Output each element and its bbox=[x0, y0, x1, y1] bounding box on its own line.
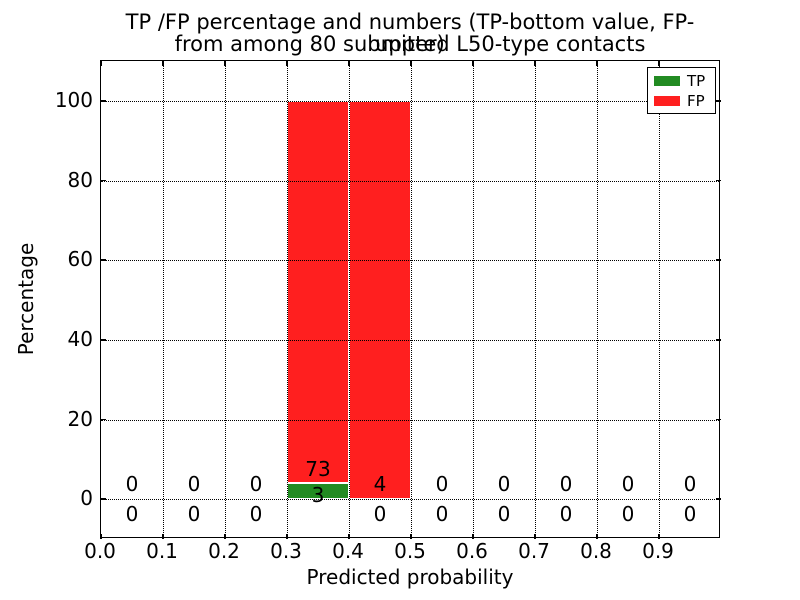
x-tick-label-0.7: 0.7 bbox=[518, 539, 550, 563]
tick-bottom-0.6 bbox=[472, 534, 474, 539]
tick-right-80 bbox=[716, 179, 721, 182]
tick-right-60 bbox=[716, 259, 721, 261]
tp-count-label: 3 bbox=[311, 482, 325, 507]
plot-area: TP FP 0 0 0 0 0 0 73 3 4 0 0 0 0 0 0 0 0 0 0 0 bbox=[100, 60, 721, 539]
chart-title-line-2: from among 80 submitted L50-type contact… bbox=[174, 32, 646, 56]
tick-right-20 bbox=[716, 418, 721, 421]
tp-count-label: 0 bbox=[621, 501, 635, 526]
legend-item-tp: TP bbox=[654, 73, 709, 89]
gridline-y-40 bbox=[101, 339, 719, 341]
tick-top-0.7 bbox=[534, 61, 536, 66]
fp-count-label: 0 bbox=[683, 472, 697, 497]
tick-bottom-0.5 bbox=[410, 534, 412, 539]
tp-count-label: 0 bbox=[435, 501, 449, 526]
gridline-y-80 bbox=[101, 180, 719, 182]
x-tick-label-0.8: 0.8 bbox=[580, 539, 612, 563]
gridline-x-0.4 bbox=[349, 61, 350, 537]
tick-bottom-0.0 bbox=[100, 534, 102, 539]
fp-count-label: 4 bbox=[373, 472, 387, 497]
tick-top-0.1 bbox=[162, 61, 164, 66]
gridline-y-20 bbox=[101, 419, 719, 421]
legend-item-fp: FP bbox=[654, 93, 709, 109]
fp-count-label: 0 bbox=[125, 472, 139, 497]
legend-label-tp: TP bbox=[687, 71, 706, 90]
gridline-x-0.3 bbox=[287, 61, 288, 537]
tp-count-label: 0 bbox=[125, 501, 139, 526]
tp-count-label: 0 bbox=[559, 501, 573, 526]
tick-top-0.8 bbox=[596, 61, 598, 66]
gridline-x-0.7 bbox=[535, 61, 536, 537]
tp-count-label: 0 bbox=[497, 501, 511, 526]
fp-count-label: 0 bbox=[249, 472, 263, 497]
tp-count-label: 0 bbox=[373, 501, 387, 526]
gridline-x-0.9 bbox=[659, 61, 660, 537]
tp-color-swatch bbox=[654, 75, 680, 86]
tick-top-0.0 bbox=[100, 61, 102, 66]
tick-right-40 bbox=[716, 339, 721, 341]
y-tick-label-60: 60 bbox=[67, 247, 93, 272]
tp-count-label: 0 bbox=[249, 501, 263, 526]
tick-left-20 bbox=[101, 418, 106, 421]
tick-bottom-0.3 bbox=[286, 534, 288, 539]
x-tick-label-0.5: 0.5 bbox=[394, 539, 426, 563]
tp-count-label: 0 bbox=[187, 501, 201, 526]
gridline-y-100 bbox=[101, 100, 719, 102]
x-tick-label-0.9: 0.9 bbox=[642, 539, 674, 563]
tick-top-0.4 bbox=[348, 61, 350, 66]
x-axis-label: Predicted probability bbox=[306, 565, 514, 589]
tick-left-60 bbox=[101, 259, 106, 261]
y-tick-label-100: 100 bbox=[54, 87, 93, 112]
tick-bottom-0.9 bbox=[658, 534, 660, 539]
y-tick-label-40: 40 bbox=[67, 326, 93, 351]
tick-right-0 bbox=[716, 498, 721, 500]
tick-top-0.3 bbox=[286, 61, 288, 66]
tick-bottom-0.1 bbox=[162, 534, 164, 539]
x-tick-label-0.0: 0.0 bbox=[84, 539, 116, 563]
tick-bottom-0.7 bbox=[534, 534, 536, 539]
y-tick-label-20: 20 bbox=[67, 406, 93, 431]
tick-bottom-0.4 bbox=[348, 534, 350, 539]
bar-fp bbox=[287, 100, 349, 484]
tick-top-0.5 bbox=[410, 61, 412, 66]
legend-label-fp: FP bbox=[687, 91, 705, 110]
tick-top-0.6 bbox=[472, 61, 474, 66]
gridline-x-0.2 bbox=[225, 61, 226, 537]
tick-top-0.2 bbox=[224, 61, 226, 66]
gridline-x-0.1 bbox=[163, 61, 164, 537]
bar-fp bbox=[349, 100, 411, 500]
fp-count-label: 0 bbox=[497, 472, 511, 497]
fp-count-label: 0 bbox=[559, 472, 573, 497]
x-tick-label-0.3: 0.3 bbox=[270, 539, 302, 563]
fp-count-label: 0 bbox=[435, 472, 449, 497]
tick-left-80 bbox=[101, 179, 106, 182]
gridline-y-60 bbox=[101, 260, 719, 262]
fp-count-label: 73 bbox=[305, 456, 331, 481]
tick-left-0 bbox=[101, 498, 106, 500]
y-axis-label: Percentage bbox=[14, 242, 38, 356]
gridline-x-0.6 bbox=[473, 61, 474, 537]
y-tick-label-0: 0 bbox=[80, 486, 93, 511]
y-tick-label-80: 80 bbox=[67, 167, 93, 192]
tp-count-label: 0 bbox=[683, 501, 697, 526]
chart-title-line-1: TP /FP percentage and numbers (TP-bottom… bbox=[125, 10, 695, 56]
tick-left-100 bbox=[101, 100, 106, 102]
tick-left-40 bbox=[101, 339, 106, 341]
tick-bottom-0.2 bbox=[224, 534, 226, 539]
tick-top-0.9 bbox=[658, 61, 660, 66]
x-tick-label-0.6: 0.6 bbox=[456, 539, 488, 563]
x-tick-label-0.1: 0.1 bbox=[146, 539, 178, 563]
legend: TP FP bbox=[647, 67, 716, 114]
gridline-y-0 bbox=[101, 499, 719, 501]
gridline-x-0.8 bbox=[597, 61, 598, 537]
fp-count-label: 0 bbox=[187, 472, 201, 497]
tick-bottom-0.8 bbox=[596, 534, 598, 539]
gridline-x-0.5 bbox=[411, 61, 412, 537]
x-tick-label-0.2: 0.2 bbox=[208, 539, 240, 563]
x-tick-label-0.4: 0.4 bbox=[332, 539, 364, 563]
fp-count-label: 0 bbox=[621, 472, 635, 497]
fp-color-swatch bbox=[654, 95, 680, 106]
tick-right-100 bbox=[716, 100, 721, 102]
